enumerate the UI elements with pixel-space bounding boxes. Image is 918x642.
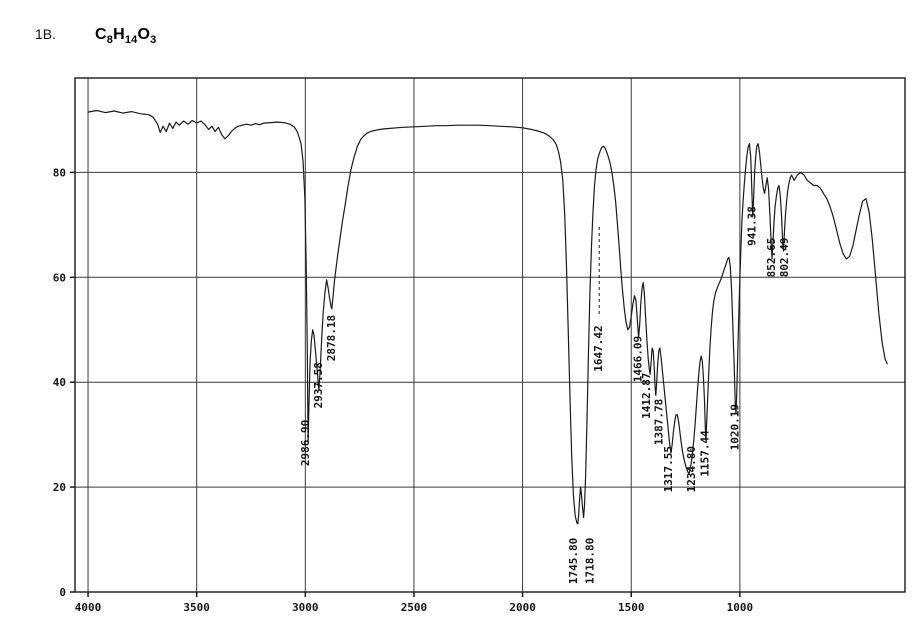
- question-label: 1B.: [35, 26, 57, 42]
- x-tick-label: 1000: [727, 601, 754, 614]
- x-tick-label: 1500: [618, 601, 645, 614]
- spectrum-trace: [87, 109, 888, 525]
- peak-label: 1317.55: [662, 446, 675, 492]
- peak-label: 1745.80: [567, 538, 580, 584]
- peak-label: 1157.44: [699, 430, 712, 477]
- plot-frame: [74, 77, 906, 593]
- y-tick-label: 20: [53, 481, 66, 494]
- peak-label: 1718.80: [584, 538, 597, 584]
- peak-label: 1234.80: [685, 446, 698, 492]
- y-tick-label: 60: [53, 271, 66, 284]
- x-tick-label: 3500: [183, 601, 210, 614]
- header: 1B. C8H14O3: [35, 26, 156, 46]
- x-tick-label: 3000: [292, 601, 319, 614]
- peak-label: 1466.09: [632, 336, 645, 382]
- molecular-formula: C8H14O3: [95, 26, 157, 47]
- peak-label: 2878.18: [325, 315, 338, 361]
- peak-label: 2986.90: [299, 420, 312, 466]
- peak-label: 1020.19: [728, 404, 741, 450]
- peak-label: 1387.78: [653, 399, 666, 445]
- peak-label: 852.65: [765, 238, 778, 278]
- peak-label: 941.38: [746, 206, 759, 246]
- y-tick-label: 40: [53, 376, 66, 389]
- x-tick-label: 4000: [75, 601, 102, 614]
- x-tick-label: 2000: [509, 601, 536, 614]
- y-tick-label: 0: [59, 586, 66, 599]
- peak-label: 802.49: [778, 238, 791, 278]
- peak-label: 1647.42: [592, 325, 605, 371]
- peak-label: 2937.58: [312, 362, 325, 408]
- x-tick-label: 2500: [401, 601, 428, 614]
- peak-label: 1412.87: [640, 373, 653, 419]
- y-tick-label: 80: [53, 166, 66, 179]
